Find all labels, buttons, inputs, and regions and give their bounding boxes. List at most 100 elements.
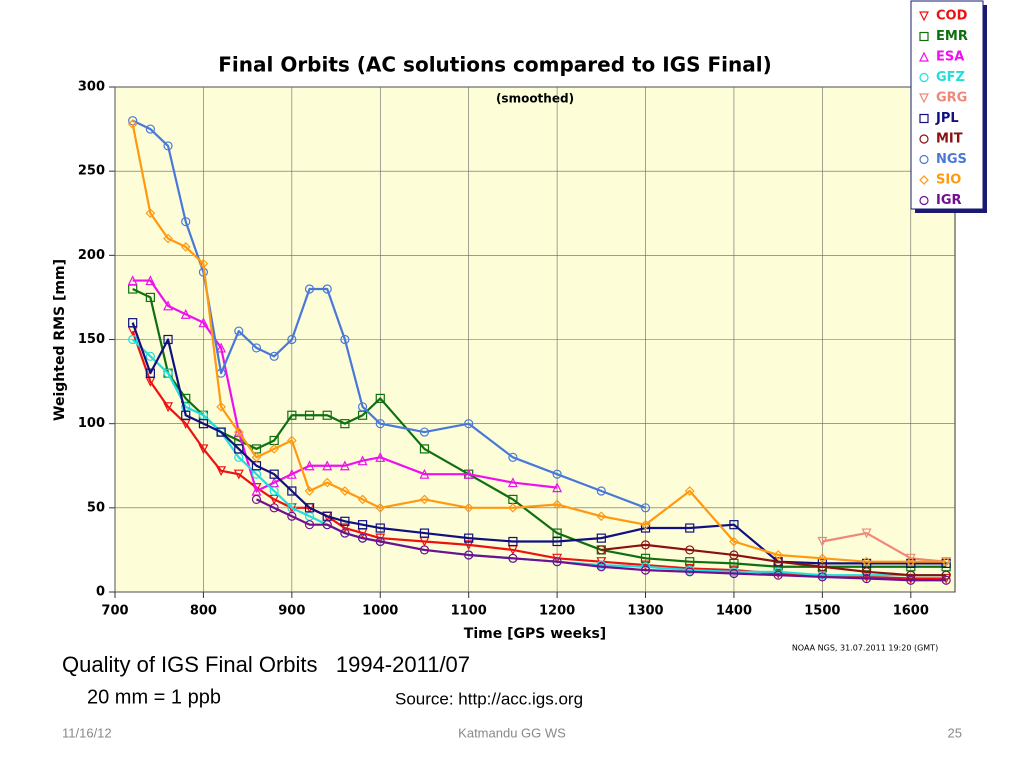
x-tick-label: 1600 [893,604,929,619]
marker [685,523,695,533]
marker [357,494,368,505]
marker [552,557,562,567]
x-tick-label: 1300 [627,604,663,619]
x-tick-label: 1500 [804,604,840,619]
marker [817,553,828,564]
marker [919,93,929,104]
marker [508,536,518,547]
marker [145,208,156,219]
marker [508,452,518,462]
marker [919,195,929,206]
marker [552,469,562,479]
marker [640,540,651,550]
marker [163,300,174,311]
x-tick-label: 1200 [539,604,575,619]
marker [919,134,929,144]
marker [322,520,332,530]
marker [198,258,209,269]
note: NOAA NGS, 31.07.2011 19:20 (GMT) [792,644,938,653]
marker [640,560,651,571]
marker [419,444,430,454]
marker [128,318,138,328]
marker [685,567,695,577]
marker [861,556,872,567]
marker [339,523,350,534]
marker [198,419,209,429]
marker [419,468,430,479]
legend-label: JPL [935,111,959,126]
marker [419,427,430,437]
marker [287,486,297,496]
marker [464,419,474,429]
marker [286,468,297,479]
marker [919,51,929,62]
series-line [132,119,646,509]
marker [145,292,155,303]
marker [596,562,606,572]
x-tick-label: 1000 [362,604,398,619]
marker [375,451,386,462]
marker [145,275,156,286]
marker [251,452,262,463]
marker [287,334,297,345]
marker [322,460,333,471]
series-line [601,543,947,577]
marker [919,72,929,83]
marker [941,558,951,568]
marker [905,553,916,564]
marker [375,523,385,533]
marker [233,427,244,437]
marker [163,402,174,413]
marker [906,558,916,568]
marker [919,154,929,165]
marker [251,343,262,353]
marker [640,503,651,513]
marker [919,31,929,42]
marker [322,410,332,420]
marker [375,502,386,513]
marker [304,410,315,420]
marker [596,511,607,522]
marker [463,468,474,479]
y-tick-label: 0 [96,585,105,600]
chart-title: Final Orbits (AC solutions compared to I… [218,53,772,77]
marker [251,494,262,505]
marker [181,217,191,227]
marker [773,550,784,560]
y-tick-label: 200 [78,248,105,263]
page-number: 25 [948,725,962,740]
marker [128,334,138,345]
marker [234,444,244,454]
marker [287,410,297,420]
marker [861,567,872,577]
marker [773,557,783,567]
marker [269,444,280,454]
marker [163,233,173,244]
legend-label: ESA [936,50,964,65]
marker [375,536,385,547]
marker [941,556,952,567]
y-tick-label: 250 [78,164,105,179]
lines [127,116,952,585]
footer-date: 11/16/12 [62,725,112,740]
legend-entries: COD EMR ESA GFZ GRG JPL MIT NGS SIO IGR [919,9,968,208]
marker [340,486,350,496]
series-line [131,123,947,563]
legend [910,0,984,210]
marker [216,427,226,437]
legend-label: NGS [936,152,967,167]
legend-label: GFZ [936,70,965,85]
marker [464,550,474,560]
marker [234,326,244,336]
x-tick-label: 700 [101,604,128,619]
marker [198,317,209,328]
marker [216,342,227,353]
marker [216,401,226,412]
marker [145,351,155,361]
footer-event: Katmandu GG WS [458,725,566,740]
marker [729,536,739,547]
marker [322,477,333,488]
marker [269,351,279,361]
marker [419,494,430,505]
marker [357,520,368,530]
